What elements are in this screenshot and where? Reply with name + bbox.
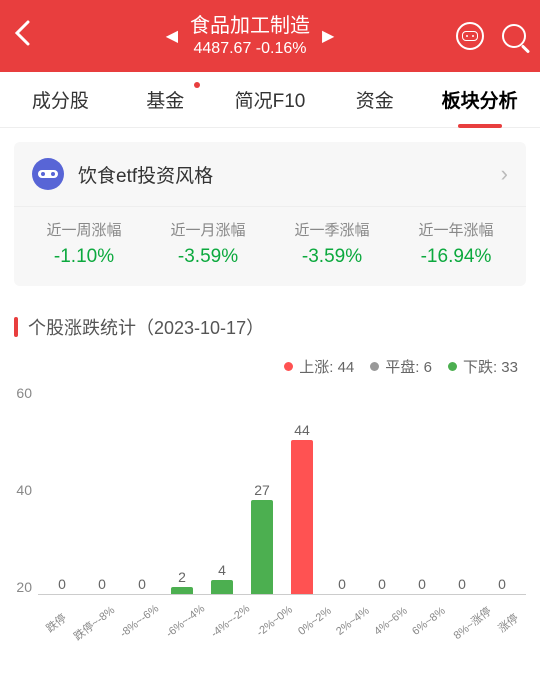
x-label: -8%~-6% (118, 603, 164, 644)
bar-value: 0 (378, 576, 386, 592)
bar (251, 500, 273, 595)
metric-label: 近一年涨幅 (394, 219, 518, 240)
x-label: -6%~-4% (164, 603, 210, 644)
metric-cell: 近一月涨幅 -3.59% (146, 219, 270, 268)
legend-label: 平盘: 6 (385, 356, 432, 377)
search-icon[interactable] (502, 24, 526, 48)
metric-label: 近一月涨幅 (146, 219, 270, 240)
bar-column: 0 (362, 576, 402, 594)
bar-value: 4 (218, 562, 226, 578)
legend-label: 下跌: 33 (463, 356, 518, 377)
prev-icon[interactable]: ◀ (166, 26, 178, 46)
y-tick: 60 (10, 385, 32, 401)
x-label: 跌停 (40, 608, 72, 638)
x-label: -4%~-2% (209, 603, 255, 644)
bar-value: 0 (458, 576, 466, 592)
index-value: 4487.67 -0.16% (190, 39, 310, 60)
metric-label: 近一周涨幅 (22, 219, 146, 240)
bar-value: 27 (254, 482, 270, 498)
tab-基金[interactable]: 基金 (113, 72, 218, 127)
x-axis: 跌停跌停~-8%-8%~-6%-6%~-4%-4%~-2%-2%~0%0%~2%… (38, 595, 526, 631)
legend-label: 上涨: 44 (299, 356, 354, 377)
legend-dot (448, 362, 457, 371)
x-label: 4%~6% (372, 605, 412, 641)
x-label: -2%~0% (254, 604, 297, 642)
tab-成分股[interactable]: 成分股 (8, 72, 113, 127)
bar-value: 0 (58, 576, 66, 592)
bar-column: 0 (82, 576, 122, 594)
chart: 60 40 20 0 0 0 2 4 27 44 0 0 0 0 0 跌停跌停~-8%-8%~-6%-6%… (0, 385, 540, 675)
metrics-row: 近一周涨幅-1.10%近一月涨幅-3.59%近一季涨幅-3.59%近一年涨幅-1… (14, 206, 526, 286)
x-label: 0%~2% (296, 605, 336, 641)
bar-column: 0 (122, 576, 162, 594)
bar (171, 587, 193, 594)
legend-dot (370, 362, 379, 371)
metric-cell: 近一季涨幅 -3.59% (270, 219, 394, 268)
bar-value: 0 (138, 576, 146, 592)
title-area: ◀ 食品加工制造 4487.67 -0.16% ▶ (44, 13, 456, 60)
bar-value: 44 (294, 422, 310, 438)
x-label: 涨停 (492, 608, 524, 638)
header: ◀ 食品加工制造 4487.67 -0.16% ▶ (0, 0, 540, 72)
back-button[interactable] (14, 20, 44, 53)
bar-value: 0 (98, 576, 106, 592)
bar-column: 2 (162, 569, 202, 594)
y-tick: 20 (10, 579, 32, 595)
tabs: 成分股基金简况F10资金板块分析 (0, 72, 540, 128)
chevron-right-icon: › (501, 161, 508, 187)
x-label: 6%~8% (410, 605, 450, 641)
y-tick: 40 (10, 482, 32, 498)
info-title: 饮食etf投资风格 (78, 161, 487, 188)
chart-legend: 上涨: 44 平盘: 6 下跌: 33 (0, 348, 540, 385)
section-title: 个股涨跌统计（2023-10-17） (0, 300, 540, 348)
next-icon[interactable]: ▶ (322, 26, 334, 46)
legend-item: 平盘: 6 (370, 356, 432, 377)
metric-label: 近一季涨幅 (270, 219, 394, 240)
metric-cell: 近一年涨幅 -16.94% (394, 219, 518, 268)
bar-column: 0 (42, 576, 82, 594)
bar-column: 0 (482, 576, 522, 594)
tab-简况F10[interactable]: 简况F10 (218, 72, 323, 127)
metric-value: -3.59% (146, 246, 270, 268)
metric-value: -1.10% (22, 246, 146, 268)
x-label: 2%~4% (334, 605, 374, 641)
tab-资金[interactable]: 资金 (322, 72, 427, 127)
bar-column: 0 (322, 576, 362, 594)
legend-dot (284, 362, 293, 371)
legend-item: 上涨: 44 (284, 356, 354, 377)
bar-value: 2 (178, 569, 186, 585)
bar-column: 4 (202, 562, 242, 594)
bar-column: 0 (402, 576, 442, 594)
page-title: 食品加工制造 (190, 13, 310, 39)
bar-value: 0 (338, 576, 346, 592)
bar-value: 0 (418, 576, 426, 592)
metric-cell: 近一周涨幅 -1.10% (22, 219, 146, 268)
legend-item: 下跌: 33 (448, 356, 518, 377)
x-label: 8%~涨停 (449, 603, 494, 643)
bar-column: 44 (282, 422, 322, 594)
info-robot-icon (32, 158, 64, 190)
x-label: 跌停~-8% (70, 602, 118, 644)
robot-icon[interactable] (456, 22, 484, 50)
bar-column: 0 (442, 576, 482, 594)
y-axis: 60 40 20 (10, 385, 32, 595)
chart-plot: 0 0 0 2 4 27 44 0 0 0 0 0 (38, 385, 526, 595)
metric-value: -3.59% (270, 246, 394, 268)
bar (291, 440, 313, 594)
bar-value: 0 (498, 576, 506, 592)
metric-value: -16.94% (394, 246, 518, 268)
tab-板块分析[interactable]: 板块分析 (427, 72, 532, 127)
bar-column: 27 (242, 482, 282, 595)
bar (211, 580, 233, 594)
info-banner[interactable]: 饮食etf投资风格 › (14, 142, 526, 206)
info-card: 饮食etf投资风格 › 近一周涨幅-1.10%近一月涨幅-3.59%近一季涨幅-… (14, 142, 526, 286)
